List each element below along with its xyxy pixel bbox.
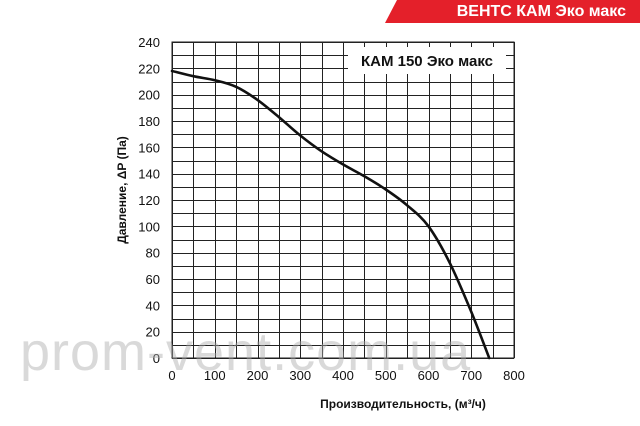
- y-tick-label: 0: [153, 351, 160, 366]
- chart-grid: [172, 42, 515, 359]
- y-tick-label: 40: [146, 298, 160, 313]
- y-tick-label: 180: [138, 114, 160, 129]
- y-tick-label: 80: [146, 246, 160, 261]
- y-axis-label: Давление, ΔP (Па): [115, 136, 129, 244]
- y-tick-label: 220: [138, 61, 160, 76]
- x-axis-label: Производительность, (м³/ч): [320, 397, 486, 411]
- y-tick-label: 160: [138, 140, 160, 155]
- x-tick-label: 600: [418, 368, 440, 383]
- x-tick-label: 300: [289, 368, 311, 383]
- series-line: [170, 69, 491, 360]
- y-tick-label: 120: [138, 193, 160, 208]
- x-tick-label: 700: [460, 368, 482, 383]
- y-tick-label: 140: [138, 167, 160, 182]
- legend-label: КАМ 150 Эко макс: [361, 53, 493, 70]
- x-tick-label: 100: [204, 368, 226, 383]
- y-axis-ticks: 0 20 40 60 80 100 120 140 160 180 200 220 240: [138, 35, 160, 366]
- x-tick-label: 500: [375, 368, 397, 383]
- y-tick-label: 200: [138, 88, 160, 103]
- y-tick-label: 240: [138, 35, 160, 50]
- x-tick-label: 400: [332, 368, 354, 383]
- brand-banner: ВЕНТС КАМ Эко макс: [385, 0, 640, 23]
- x-tick-label: 0: [168, 368, 175, 383]
- x-axis-ticks: 0 100 200 300 400 500 600 700 800: [168, 368, 524, 383]
- x-tick-label: 200: [247, 368, 269, 383]
- y-tick-label: 20: [146, 325, 160, 340]
- x-tick-label: 800: [503, 368, 525, 383]
- legend: КАМ 150 Эко макс: [348, 47, 506, 74]
- plot-frame: [171, 41, 515, 359]
- y-tick-label: 60: [146, 272, 160, 287]
- y-tick-label: 100: [138, 219, 160, 234]
- chart-series: [170, 69, 491, 360]
